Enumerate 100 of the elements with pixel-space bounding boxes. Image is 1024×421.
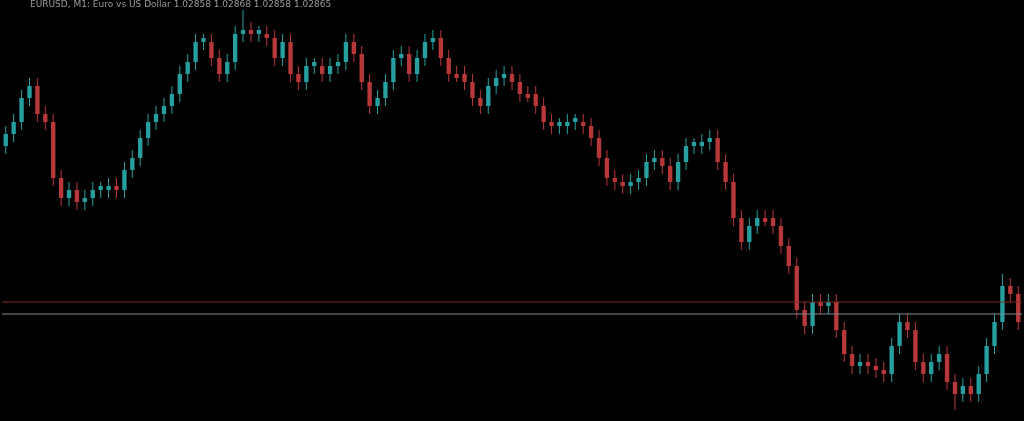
candlestick — [375, 89, 380, 115]
candlestick — [581, 113, 586, 135]
candlestick — [620, 173, 625, 195]
candlestick — [849, 345, 855, 375]
candlestick — [747, 217, 752, 251]
candlestick — [193, 33, 198, 71]
candlestick — [256, 25, 262, 43]
candlestick — [802, 301, 807, 335]
candlestick — [367, 73, 372, 115]
candlestick — [399, 45, 404, 67]
candlestick — [145, 113, 151, 147]
candlestick — [612, 169, 618, 191]
candlestick — [905, 313, 910, 339]
candlestick — [565, 113, 570, 135]
candlestick — [19, 89, 24, 131]
candlestick — [296, 65, 301, 91]
candlestick — [976, 365, 981, 403]
candlestick — [272, 29, 277, 67]
candlestick — [897, 313, 902, 355]
candlestick — [177, 65, 182, 103]
candlestick — [533, 85, 538, 115]
candlestick — [209, 33, 214, 67]
candlestick — [881, 361, 886, 383]
candlestick — [240, 9, 246, 43]
candlestick — [43, 105, 48, 131]
candlestick — [762, 209, 768, 227]
candlestick — [169, 85, 175, 115]
candlestick — [430, 29, 436, 51]
candlestick — [185, 53, 190, 83]
candlestick — [280, 33, 285, 67]
candlestick — [327, 57, 333, 83]
candlestick — [952, 373, 958, 411]
candlestick — [660, 149, 665, 175]
candlestick — [494, 69, 499, 95]
candlestick — [130, 149, 135, 179]
candlestick — [968, 377, 973, 403]
candlestick — [335, 53, 341, 75]
candlestick — [810, 293, 815, 335]
candlestick — [628, 173, 633, 195]
candlestick — [652, 149, 657, 171]
candlestick — [122, 161, 127, 199]
candlestick — [541, 97, 546, 131]
candlestick — [604, 149, 610, 187]
candlestick — [106, 177, 111, 199]
candlestick — [438, 29, 443, 67]
candlestick — [786, 237, 792, 275]
candlestick — [82, 189, 88, 211]
candlestick — [509, 65, 515, 91]
candlestick — [422, 33, 428, 67]
candlestick — [138, 129, 143, 167]
candlestick — [842, 321, 847, 363]
candlestick — [715, 129, 720, 171]
candlestick — [636, 169, 641, 191]
candlestick — [391, 49, 396, 91]
candlestick — [153, 105, 159, 131]
chart-title: EURUSD, M1: Euro vs US Dollar 1.02858 1.02868 1.02858 1.02865 — [30, 0, 332, 9]
candlestick — [675, 153, 681, 191]
candlestick — [755, 209, 760, 235]
candlestick — [248, 21, 254, 43]
candlestick — [462, 65, 467, 91]
candlestick — [857, 353, 863, 375]
candlestick — [11, 113, 16, 143]
candlestick — [66, 181, 72, 207]
candlestick — [470, 73, 475, 107]
candlestick — [90, 181, 95, 207]
candlestick — [225, 53, 230, 83]
candlestick — [770, 209, 776, 235]
candlestick — [58, 169, 64, 207]
candlestick — [668, 157, 673, 191]
candlestick — [683, 137, 689, 171]
candlestick — [596, 129, 602, 167]
candlestick — [114, 177, 119, 199]
candlestick — [446, 49, 451, 83]
candlestick — [319, 57, 325, 83]
candlestick — [501, 65, 507, 87]
candlestick — [478, 89, 483, 115]
candlestick — [865, 353, 871, 375]
candlestick — [304, 57, 309, 91]
candlestick — [707, 129, 712, 151]
candlestick — [27, 77, 32, 107]
candlestick — [74, 181, 80, 211]
candlestick — [691, 137, 697, 155]
candlestick — [383, 73, 388, 107]
candlestick — [3, 125, 8, 155]
candlestick — [873, 357, 879, 379]
candlestick — [1008, 277, 1013, 303]
candlestick — [549, 113, 554, 135]
candlestick — [992, 313, 997, 355]
candlestick — [644, 153, 649, 187]
candlestick — [929, 353, 934, 383]
candlestick — [406, 45, 412, 83]
candlestick — [486, 77, 491, 115]
candlestick — [699, 133, 705, 155]
candlestick — [739, 209, 744, 251]
candlestick — [351, 33, 356, 63]
candlestick — [517, 73, 523, 103]
candlestick — [921, 353, 926, 383]
candlestick — [217, 49, 222, 83]
candlestick — [960, 377, 966, 403]
candlestick — [343, 33, 349, 71]
